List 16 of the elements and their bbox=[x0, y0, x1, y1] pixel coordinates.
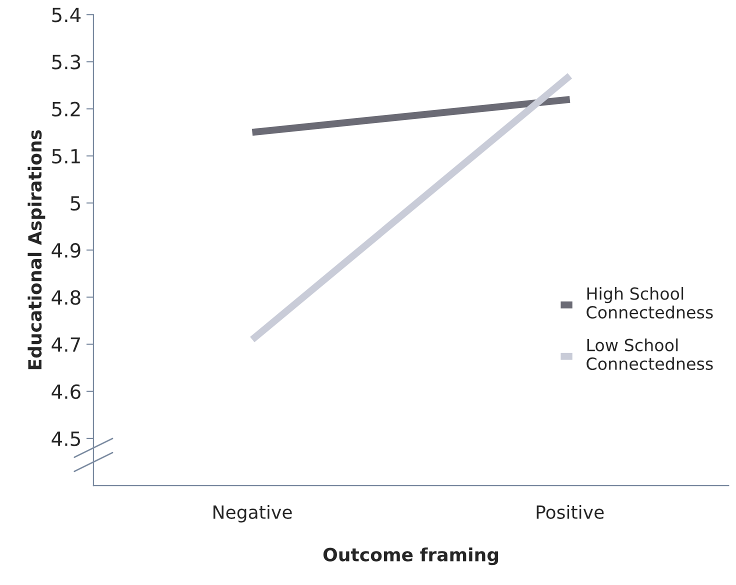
y-tick-label: 4.5 bbox=[52, 432, 80, 446]
x-tick-label: Negative bbox=[214, 504, 292, 522]
y-tick-label: 4.6 bbox=[52, 384, 80, 400]
y-tick-label: 5 bbox=[70, 196, 80, 211]
y-tick-label: 4.7 bbox=[52, 337, 80, 352]
legend-label: Low School Connectedness bbox=[586, 338, 713, 370]
y-tick-label: 4.9 bbox=[52, 243, 80, 258]
x-tick-label: Positive bbox=[536, 504, 604, 519]
y-tick-label: 5.3 bbox=[52, 54, 80, 70]
y-tick-label: 4.8 bbox=[52, 290, 80, 305]
x-axis-title: Outcome framing bbox=[323, 547, 498, 566]
y-tick-label: 5.2 bbox=[52, 102, 80, 116]
y-tick-label: 5.1 bbox=[52, 149, 80, 164]
y-tick-label: 5.4 bbox=[52, 8, 81, 22]
legend-label: High School Connectedness bbox=[586, 287, 713, 319]
y-axis-title: Educational Aspirations bbox=[28, 130, 46, 370]
